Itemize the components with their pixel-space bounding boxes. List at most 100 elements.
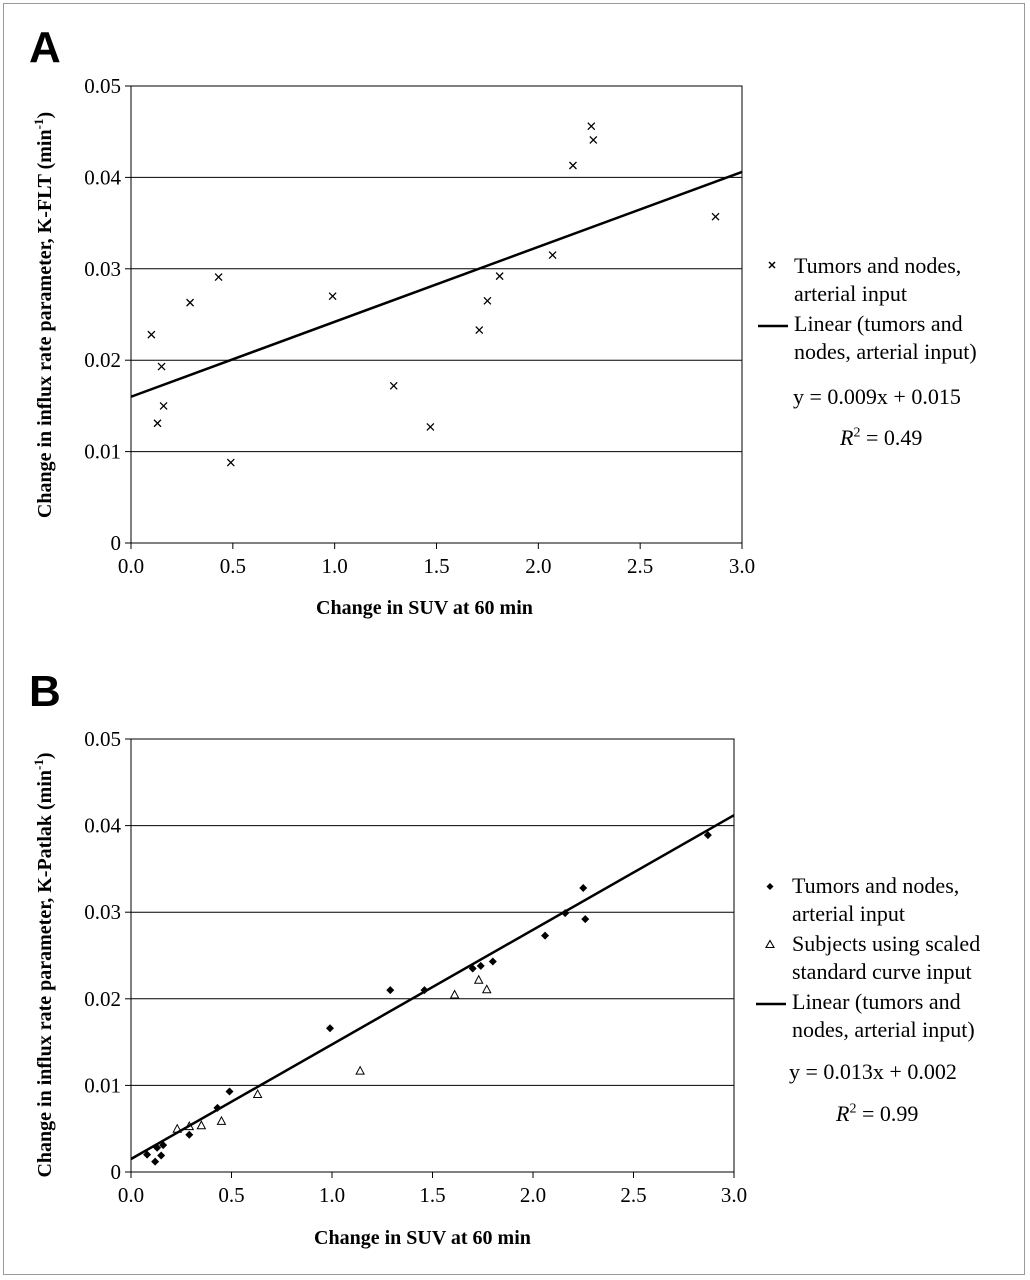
legend-b-scatter: Tumors and nodes, arterial input: [756, 872, 1022, 928]
a-point-x: [711, 212, 720, 221]
b-point-diamond: [157, 1151, 166, 1160]
a-trend-line: [130, 170, 743, 398]
panel-b-r2-value: = 0.99: [856, 1101, 919, 1126]
panel-a-y-axis-title-end: ): [33, 111, 56, 119]
a-point-x: [214, 273, 223, 281]
a-point-x: [389, 381, 398, 390]
a-y-tick-label: 0.03: [84, 257, 121, 281]
a-point-x: [157, 362, 166, 371]
panel-b-y-axis-title-sup: -1: [31, 759, 47, 770]
legend-a-line: Linear (tumors and nodes, arterial input…: [758, 310, 1024, 366]
line-marker-icon: [756, 1002, 786, 1006]
b-x-tick-label: 3.0: [721, 1183, 747, 1207]
b-x-tick-label: 0.5: [218, 1183, 244, 1207]
panel-b-y-axis-title-text: Change in influx rate parameter, K-Patla…: [33, 769, 56, 1178]
b-y-tick-label: 0.04: [84, 814, 121, 838]
b-point-diamond: [581, 915, 590, 924]
panel-a-y-axis-title-text: Change in influx rate parameter, K-FLT (…: [33, 129, 56, 519]
b-y-tick-label: 0.05: [84, 727, 121, 751]
b-x-tick-label: 0.0: [118, 1183, 144, 1207]
b-point-diamond: [153, 1143, 162, 1152]
b-point-triangle: [355, 1065, 365, 1075]
b-point-triangle: [252, 1088, 263, 1099]
legend-b-line-label: Linear (tumors and nodes, arterial input…: [792, 989, 975, 1042]
b-y-tick-label: 0.01: [84, 1073, 121, 1097]
a-x-tick-label: 0.0: [118, 554, 144, 578]
b-plot-area: [130, 738, 735, 1173]
a-point-x: [495, 272, 504, 281]
a-point-x: [159, 401, 168, 410]
chart-b: 0 0.01 0.02 0.03 0.04 0.05 0.0 0.5 1.0 1.5 2.0 2.5 3…: [84, 727, 747, 1207]
b-point-triangle: [216, 1115, 227, 1125]
b-point-diamond: [213, 1103, 222, 1112]
a-point-x: [186, 298, 195, 307]
panel-a-r2-sup: 2: [853, 425, 861, 441]
b-point-diamond: [579, 883, 588, 892]
b-point-triangle: [473, 974, 484, 984]
panel-a-legend: Tumors and nodes, arterial input Linear …: [758, 252, 1024, 368]
panel-b-r2-prefix: R: [836, 1101, 850, 1126]
line-marker-icon: [758, 324, 788, 328]
legend-b-line: Linear (tumors and nodes, arterial input…: [756, 988, 1022, 1044]
b-point-diamond: [143, 1150, 152, 1159]
a-point-x: [147, 330, 156, 339]
a-y-tick-label: 0.02: [84, 348, 121, 372]
a-x-tick-label: 2.5: [627, 554, 653, 578]
panel-b-r2-sup: 2: [849, 1101, 857, 1117]
a-point-x: [475, 326, 484, 334]
legend-a-scatter-label: Tumors and nodes, arterial input: [794, 253, 962, 306]
b-point-triangle: [481, 984, 492, 994]
b-trend-line: [130, 814, 735, 1161]
panel-a-x-axis-title: Change in SUV at 60 min: [316, 597, 533, 619]
b-point-diamond: [225, 1087, 234, 1096]
legend-a-line-label: Linear (tumors and nodes, arterial input…: [794, 311, 977, 364]
panel-b-legend: Tumors and nodes, arterial input Subject…: [756, 872, 1022, 1046]
b-point-triangle: [196, 1120, 207, 1130]
panel-a-equation: y = 0.009x + 0.015: [793, 384, 961, 409]
triangle-marker-icon: [765, 939, 775, 949]
figure-frame: [3, 3, 1025, 1275]
a-point-x: [328, 292, 337, 301]
legend-b-scatter2: Subjects using scaled standard curve inp…: [756, 930, 1022, 986]
a-y-tick-label: 0: [111, 531, 122, 555]
b-point-diamond: [476, 961, 485, 970]
a-x-tick-label: 3.0: [729, 554, 755, 578]
x-marker-icon: [768, 261, 776, 269]
a-y-tick-label: 0.05: [84, 74, 121, 98]
b-point-diamond: [703, 831, 712, 840]
panel-a-y-axis-title: Change in influx rate parameter, K-FLT (…: [31, 112, 57, 518]
a-y-tick-label: 0.04: [84, 165, 121, 189]
a-point-x: [548, 251, 557, 260]
a-x-tick-label: 1.5: [423, 554, 449, 578]
a-plot-area: [130, 85, 743, 544]
panel-b-y-axis-title-end: ): [33, 752, 56, 760]
b-y-tick-label: 0: [111, 1160, 122, 1184]
legend-b-scatter2-label: Subjects using scaled standard curve inp…: [792, 931, 981, 984]
panel-a-y-axis-title-sup: -1: [31, 118, 47, 130]
a-point-x: [589, 135, 598, 144]
b-x-tick-label: 1.0: [319, 1183, 345, 1207]
a-point-x: [587, 122, 596, 131]
a-point-x: [426, 422, 435, 431]
panel-b-letter: B: [29, 667, 61, 716]
b-point-diamond: [488, 957, 497, 966]
diamond-marker-icon: [766, 883, 774, 890]
panel-b-y-axis-title: Change in influx rate parameter, K-Patla…: [31, 752, 57, 1177]
chart-a: 0 0.01 0.02 0.03 0.04 0.05 0.0 0.5 1.0 1.5 2.0 2.5 3…: [84, 74, 755, 578]
panel-a-letter: A: [29, 23, 61, 72]
panel-a-r2-value: = 0.49: [860, 425, 923, 450]
panel-b-r-squared: R2 = 0.99: [836, 1101, 918, 1127]
panel-a-r-squared: R2 = 0.49: [840, 425, 922, 451]
b-y-tick-label: 0.03: [84, 900, 121, 924]
b-point-diamond: [325, 1024, 334, 1033]
b-point-diamond: [386, 986, 395, 995]
panel-a-r2-prefix: R: [840, 425, 854, 450]
a-point-x: [226, 458, 235, 467]
b-y-tick-label: 0.02: [84, 987, 121, 1011]
b-point-diamond: [185, 1130, 194, 1139]
a-point-x: [483, 296, 492, 305]
legend-b-scatter-label: Tumors and nodes, arterial input: [792, 873, 960, 926]
legend-a-scatter: Tumors and nodes, arterial input: [758, 252, 1024, 308]
panel-b-x-axis-title: Change in SUV at 60 min: [314, 1227, 531, 1249]
b-x-tick-label: 2.0: [520, 1183, 546, 1207]
